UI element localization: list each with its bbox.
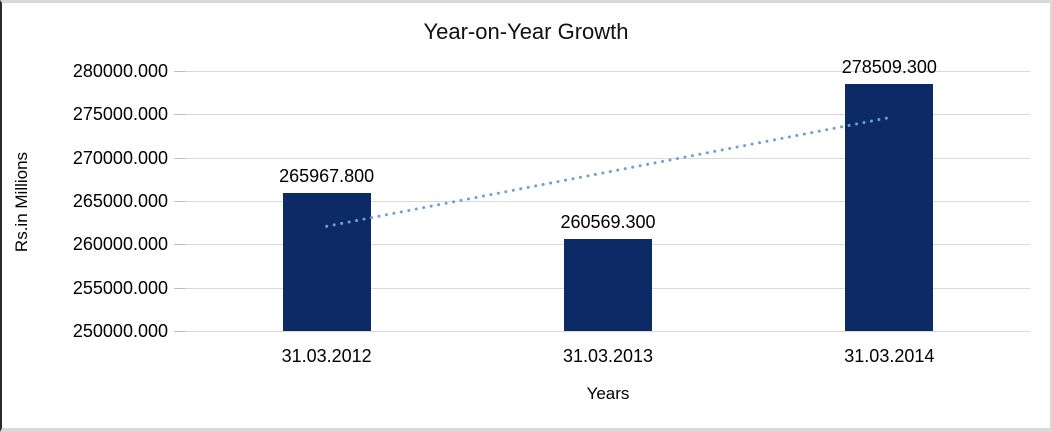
x-axis-category-label: 31.03.2012 [281,346,372,366]
gridline [186,114,1030,116]
y-axis-tick-label: 275000.000 [72,104,168,125]
x-axis-category-label: 31.03.2014 [844,346,935,366]
y-axis-tickmark [174,331,186,332]
y-axis-tick-label: 280000.000 [72,61,168,81]
y-axis-tick-label: 250000.000 [72,321,168,341]
y-axis-tick-label: 265000.000 [72,191,168,211]
gridline [186,331,1030,332]
y-axis-tick-label: 255000.000 [72,277,168,298]
y-axis-tickmark [174,71,186,72]
bar-value-label: 278509.300 [841,56,937,77]
y-axis-tick-label: 270000.000 [72,147,168,168]
x-axis-category-label: 31.03.2013 [562,346,654,366]
bar-31.03.2012 [282,192,371,331]
y-axis-tickmark [174,201,186,202]
y-axis-tickmark [174,114,186,116]
bar-value-label: 265967.800 [279,165,375,186]
bar-31.03.2013 [564,239,652,331]
y-axis-tickmark [174,287,186,289]
y-axis-tick-label: 260000.000 [72,234,168,255]
bar-31.03.2014 [845,83,934,331]
y-axis-tickmark [174,157,186,159]
y-axis-title: Rs.in Millions [12,151,31,253]
bar-value-label: 260569.300 [560,212,656,233]
y-axis-tickmark [174,244,186,246]
gridline [186,71,1030,72]
chart-title: Year-on-Year Growth [423,19,629,44]
x-axis-title: Years [586,384,630,403]
